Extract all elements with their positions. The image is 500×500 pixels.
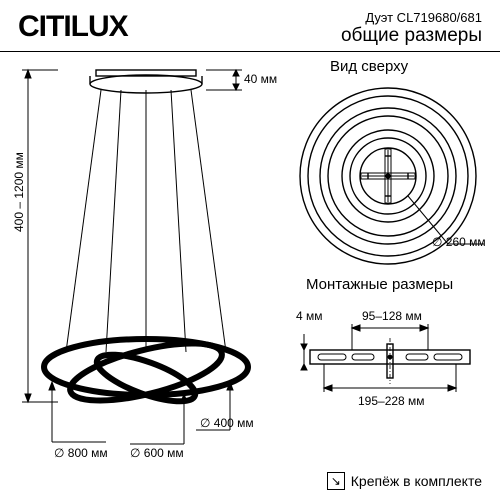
model-code: Дуэт CL719680/681 bbox=[341, 10, 482, 25]
dim-ring-800: ∅ 800 мм bbox=[54, 446, 108, 460]
hardware-icon: ↘ bbox=[327, 472, 345, 490]
dim-canopy-h: 40 мм bbox=[244, 72, 277, 86]
front-elevation bbox=[6, 52, 266, 452]
dim-slot-outer: 195–228 мм bbox=[358, 394, 425, 408]
diagram-area: 400 – 1200 мм 40 мм ∅ 800 мм ∅ 600 мм ∅ … bbox=[0, 52, 500, 472]
dim-slot-inner: 95–128 мм bbox=[362, 309, 422, 323]
page-title: общие размеры bbox=[341, 25, 482, 47]
header: CITILUX Дуэт CL719680/681 общие размеры bbox=[0, 0, 500, 52]
header-right: Дуэт CL719680/681 общие размеры bbox=[341, 10, 482, 47]
dim-canopy-dia: ∅ 260 мм bbox=[432, 235, 486, 249]
footer-text: Крепёж в комплекте bbox=[351, 473, 482, 489]
footer-note: ↘ Крепёж в комплекте bbox=[327, 472, 482, 490]
label-mounting: Монтажные размеры bbox=[306, 276, 453, 293]
label-top-view: Вид сверху bbox=[330, 58, 408, 75]
dim-bracket-t: 4 мм bbox=[296, 309, 323, 323]
dim-ring-600: ∅ 600 мм bbox=[130, 446, 184, 460]
brand-logo: CITILUX bbox=[18, 10, 128, 44]
dim-height: 400 – 1200 мм bbox=[12, 152, 26, 232]
dim-ring-400: ∅ 400 мм bbox=[200, 416, 254, 430]
